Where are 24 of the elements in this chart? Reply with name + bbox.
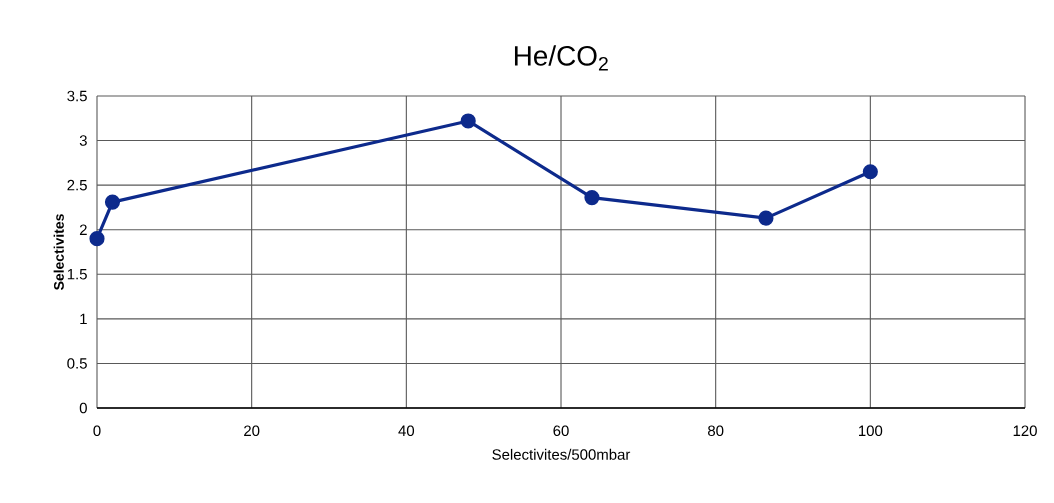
x-tick-label: 60 bbox=[553, 425, 569, 437]
point bbox=[758, 210, 774, 226]
x-axis-title: Selectivites/500mbar bbox=[492, 448, 631, 460]
y-tick-label: 0 bbox=[79, 402, 87, 414]
y-tick-label: 3 bbox=[79, 135, 87, 146]
y-axis-title: Selectivites bbox=[53, 214, 64, 290]
point bbox=[460, 113, 476, 129]
x-tick-label: 20 bbox=[244, 425, 260, 437]
x-tick-label: 40 bbox=[398, 425, 415, 437]
x-tick-label: 120 bbox=[1013, 425, 1037, 437]
y-tick-label: 0.5 bbox=[67, 358, 87, 369]
y-tick-label: 1 bbox=[80, 313, 87, 324]
point bbox=[89, 231, 105, 247]
point bbox=[862, 164, 878, 180]
y-tick-label: 2.5 bbox=[67, 179, 87, 191]
point bbox=[584, 190, 600, 206]
point bbox=[104, 194, 121, 210]
x-tick-label: 0 bbox=[93, 425, 101, 437]
x-tick-label: 100 bbox=[859, 425, 883, 437]
y-tick-label: 3.5 bbox=[67, 90, 87, 102]
chart-title: He/CO$_{2}$ bbox=[514, 45, 608, 71]
y-tick-label: 1.5 bbox=[67, 269, 87, 280]
y-tick-label: 2 bbox=[79, 224, 87, 235]
x-tick-label: 80 bbox=[708, 425, 724, 437]
